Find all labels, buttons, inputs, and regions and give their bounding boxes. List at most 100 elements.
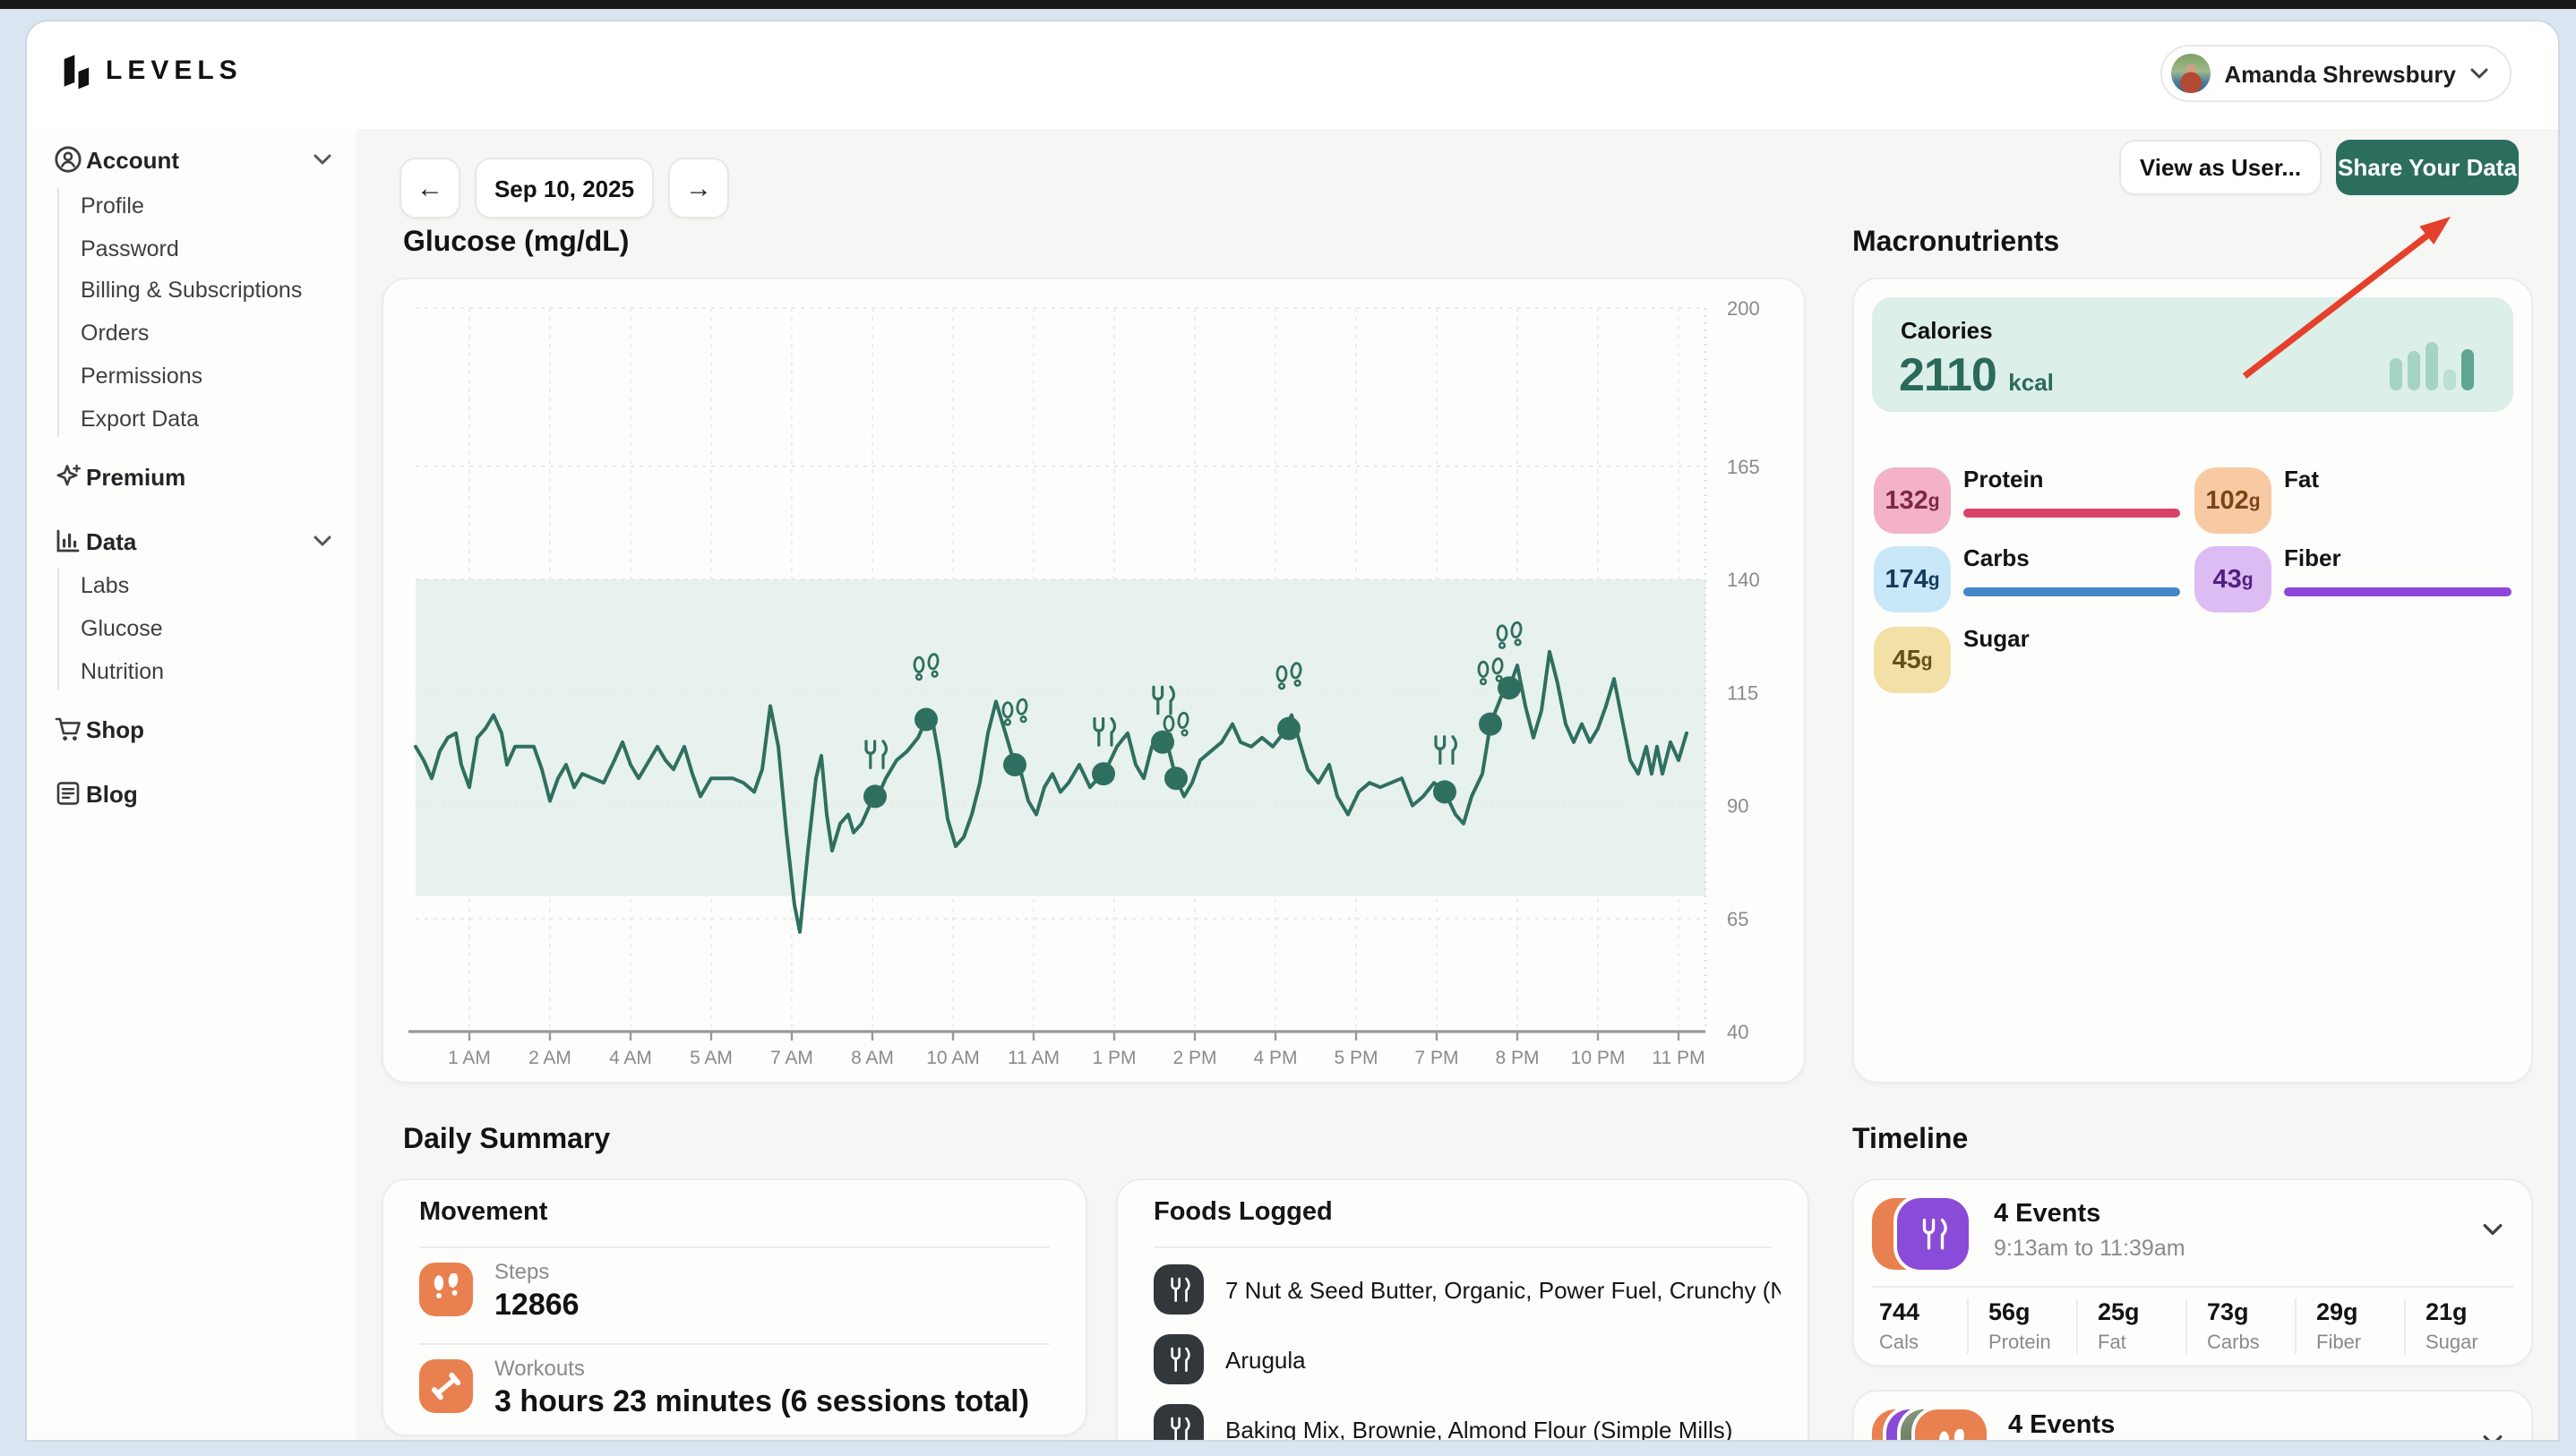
y-axis-label: 65 xyxy=(1727,908,1748,930)
footprints-icon xyxy=(1163,711,1189,740)
x-axis-label: 7 AM xyxy=(770,1048,813,1068)
chart-event-marker-steps[interactable] xyxy=(1163,711,1189,791)
sidebar: Account Profile Password Billing & Subscrip… xyxy=(27,129,358,1440)
y-axis-label: 40 xyxy=(1727,1021,1748,1043)
food-list-item[interactable]: 7 Nut & Seed Butter, Organic, Power Fuel… xyxy=(1118,1264,1807,1318)
y-axis-label: 140 xyxy=(1727,569,1760,591)
stat-value: 21g xyxy=(2426,1298,2468,1325)
screen-top-strip xyxy=(0,0,2576,9)
sidebar-subitem-export-data[interactable]: Export Data xyxy=(27,398,356,441)
timeline-events-count: 4 Events xyxy=(1994,1200,2101,1229)
main-content: ← Sep 10, 2025 → View as User... Share Y… xyxy=(356,129,2558,1440)
chart-event-marker-meal[interactable] xyxy=(1151,685,1176,754)
workouts-value: 3 hours 23 minutes (6 sessions total) xyxy=(494,1384,1030,1418)
sidebar-item-shop[interactable]: Shop xyxy=(27,707,356,750)
x-axis-label: 10 AM xyxy=(926,1048,980,1068)
sidebar-subitem-permissions[interactable]: Permissions xyxy=(27,355,356,398)
sidebar-subitem-profile[interactable]: Profile xyxy=(27,184,356,227)
fat-badge: 102 g xyxy=(2194,467,2271,534)
share-your-data-button[interactable]: Share Your Data xyxy=(2336,140,2519,195)
calories-value: 2110 kcal xyxy=(1899,347,2054,401)
stat-fat: 25g Fat xyxy=(2076,1298,2185,1354)
sidebar-subitem-nutrition[interactable]: Nutrition xyxy=(27,650,356,693)
chart-event-marker-steps[interactable] xyxy=(1275,662,1302,741)
x-axis-label: 11 PM xyxy=(1652,1048,1704,1068)
sidebar-item-data[interactable]: Data xyxy=(27,519,356,562)
chart-event-marker-steps[interactable] xyxy=(1477,657,1504,736)
next-day-button[interactable]: → xyxy=(668,158,729,218)
chevron-down-icon xyxy=(313,154,331,165)
sugar-badge: 45 g xyxy=(1874,627,1951,693)
chart-event-marker-meal[interactable] xyxy=(1092,716,1117,786)
carbs-label: Carbs xyxy=(1963,544,2030,571)
meal-icon xyxy=(1154,1264,1204,1315)
meal-icon xyxy=(1093,716,1117,747)
chevron-down-icon[interactable] xyxy=(2483,1435,2503,1440)
movement-card: Movement Steps 12866 Workouts 3 hours 23 mi… xyxy=(382,1178,1087,1436)
carbs-progress-bar xyxy=(1963,587,2180,596)
calories-unit: kcal xyxy=(2008,369,2054,396)
chevron-down-icon[interactable] xyxy=(2483,1223,2503,1236)
data-icon xyxy=(54,527,82,555)
meal-icon xyxy=(1154,1334,1204,1384)
x-axis-label: 5 AM xyxy=(690,1048,733,1068)
x-axis-label: 2 AM xyxy=(528,1048,571,1068)
date-button[interactable]: Sep 10, 2025 xyxy=(475,158,654,218)
sidebar-subitem-password[interactable]: Password xyxy=(27,227,356,270)
chart-event-marker-steps[interactable] xyxy=(1496,621,1523,700)
foods-logged-card: Foods Logged 7 Nut & Seed Butter, Organi… xyxy=(1116,1178,1809,1440)
y-axis-label: 90 xyxy=(1727,795,1748,818)
meal-icon xyxy=(1154,1404,1204,1440)
levels-logo-icon xyxy=(64,55,90,90)
sidebar-subitem-billing-subscriptions[interactable]: Billing & Subscriptions xyxy=(27,269,356,312)
sidebar-item-blog[interactable]: Blog xyxy=(27,772,356,815)
sidebar-item-account[interactable]: Account xyxy=(27,138,356,181)
daily-summary-title: Daily Summary xyxy=(403,1125,611,1155)
fiber-label: Fiber xyxy=(2284,544,2341,571)
food-name: Arugula xyxy=(1225,1347,1306,1374)
x-axis-label: 5 PM xyxy=(1334,1048,1378,1068)
carbs-badge: 174 g xyxy=(1874,546,1951,612)
stat-value: 25g xyxy=(2098,1298,2140,1325)
timeline-card[interactable]: 4 Events 9:13am to 11:39am 744 Cals 56g Prote… xyxy=(1852,1178,2533,1366)
glucose-chart: 200 165 140 115 90 65 40 1 AM 2 AM 4 AM 5 AM 7 AM 8 … xyxy=(408,297,1760,1068)
account-icon xyxy=(54,145,82,174)
footprints-icon xyxy=(1915,1409,1987,1440)
sidebar-item-label: Premium xyxy=(86,463,186,490)
glucose-chart-card: 200 165 140 115 90 65 40 1 AM 2 AM 4 AM 5 AM 7 AM 8 … xyxy=(382,278,1806,1083)
chart-event-marker-steps[interactable] xyxy=(913,653,940,732)
view-as-user-button[interactable]: View as User... xyxy=(2119,140,2322,195)
sidebar-item-premium[interactable]: Premium xyxy=(27,455,356,498)
prev-day-button[interactable]: ← xyxy=(399,158,460,218)
sidebar-subitem-label: Orders xyxy=(81,321,150,346)
y-axis-label: 200 xyxy=(1727,297,1760,320)
chart-event-marker-steps[interactable] xyxy=(1001,698,1028,777)
calories-bars-icon xyxy=(2390,342,2474,390)
food-list-item[interactable]: Arugula xyxy=(1118,1334,1807,1388)
blog-icon xyxy=(54,779,82,808)
x-axis-label: 8 PM xyxy=(1495,1048,1539,1068)
sidebar-subitem-label: Permissions xyxy=(81,364,203,389)
sidebar-subitem-orders[interactable]: Orders xyxy=(27,312,356,355)
user-menu[interactable]: Amanda Shrewsbury xyxy=(2160,45,2512,102)
sidebar-subitem-glucose[interactable]: Glucose xyxy=(27,607,356,650)
premium-icon xyxy=(54,462,82,491)
chart-event-marker-meal[interactable] xyxy=(863,740,889,809)
meal-icon xyxy=(1897,1198,1969,1270)
food-name: Baking Mix, Brownie, Almond Flour (Simpl… xyxy=(1225,1417,1733,1440)
divider xyxy=(1872,1286,2513,1288)
sidebar-subitem-labs[interactable]: Labs xyxy=(27,564,356,607)
x-axis-label: 4 PM xyxy=(1253,1048,1297,1068)
timeline-card[interactable]: 4 Events12:03pm to 4:49pm xyxy=(1852,1390,2533,1440)
footprints-icon xyxy=(1001,698,1028,726)
stat-carbs: 73g Carbs xyxy=(2185,1298,2295,1354)
sidebar-subitem-label: Glucose xyxy=(81,616,163,641)
sidebar-subgroup-rule xyxy=(57,568,59,689)
protein-label: Protein xyxy=(1963,466,2044,492)
divider xyxy=(419,1246,1050,1248)
food-list-item[interactable]: Baking Mix, Brownie, Almond Flour (Simpl… xyxy=(1118,1404,1807,1440)
timeline-stats-row: 744 Cals 56g Protein 25g Fat 73g Carbs 29g Fiber 2… xyxy=(1872,1298,2513,1354)
movement-card-title: Movement xyxy=(419,1198,548,1227)
chart-event-marker-meal[interactable] xyxy=(1433,735,1458,804)
workout-icon xyxy=(419,1359,473,1413)
